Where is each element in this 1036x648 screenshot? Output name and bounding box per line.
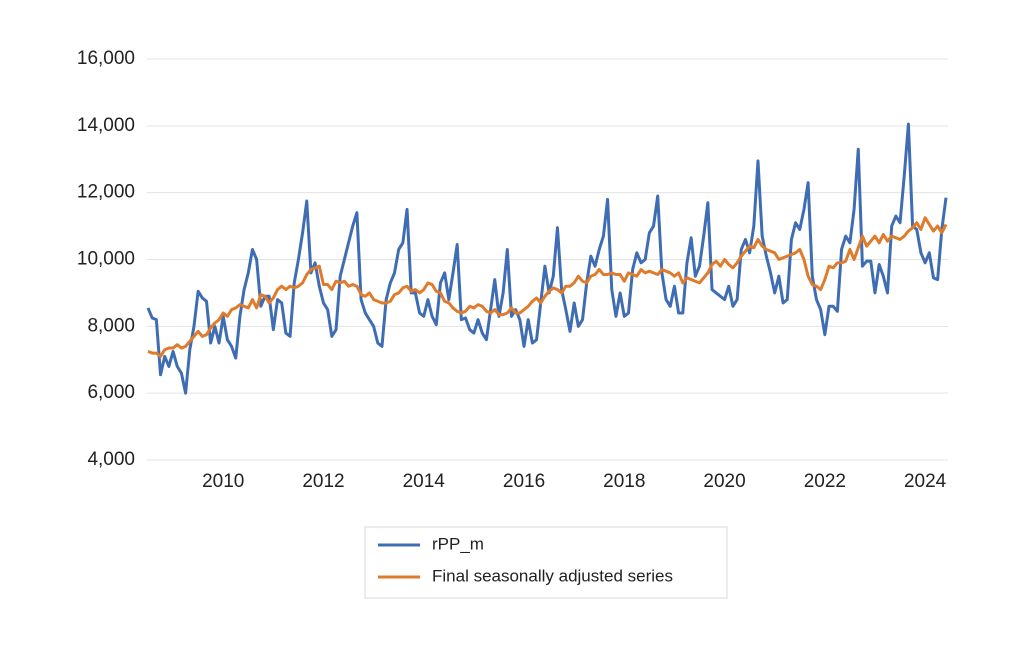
x-tick-label: 2012 — [302, 471, 344, 492]
y-tick-label: 8,000 — [87, 315, 135, 336]
y-tick-label: 6,000 — [87, 382, 135, 403]
legend: rPP_m Final seasonally adjusted series — [364, 526, 728, 599]
series-line — [146, 122, 948, 395]
x-tick-label: 2024 — [904, 471, 947, 492]
legend-label: Final seasonally adjusted series — [432, 566, 673, 585]
y-tick-label: 12,000 — [77, 182, 135, 203]
y-tick-label: 4,000 — [87, 449, 135, 470]
x-tick-label: 2010 — [202, 471, 244, 492]
x-tick-label: 2022 — [804, 471, 846, 492]
legend-box — [364, 526, 728, 599]
legend-label: rPP_m — [432, 534, 484, 553]
y-tick-label: 10,000 — [77, 249, 135, 270]
y-tick-label: 16,000 — [77, 48, 135, 69]
y-tick-label: 14,000 — [77, 115, 135, 136]
x-tick-label: 2018 — [603, 471, 645, 492]
x-tick-label: 2014 — [403, 471, 446, 492]
series-line — [147, 216, 948, 358]
x-tick-label: 2020 — [703, 471, 745, 492]
x-tick-label: 2016 — [503, 471, 545, 492]
